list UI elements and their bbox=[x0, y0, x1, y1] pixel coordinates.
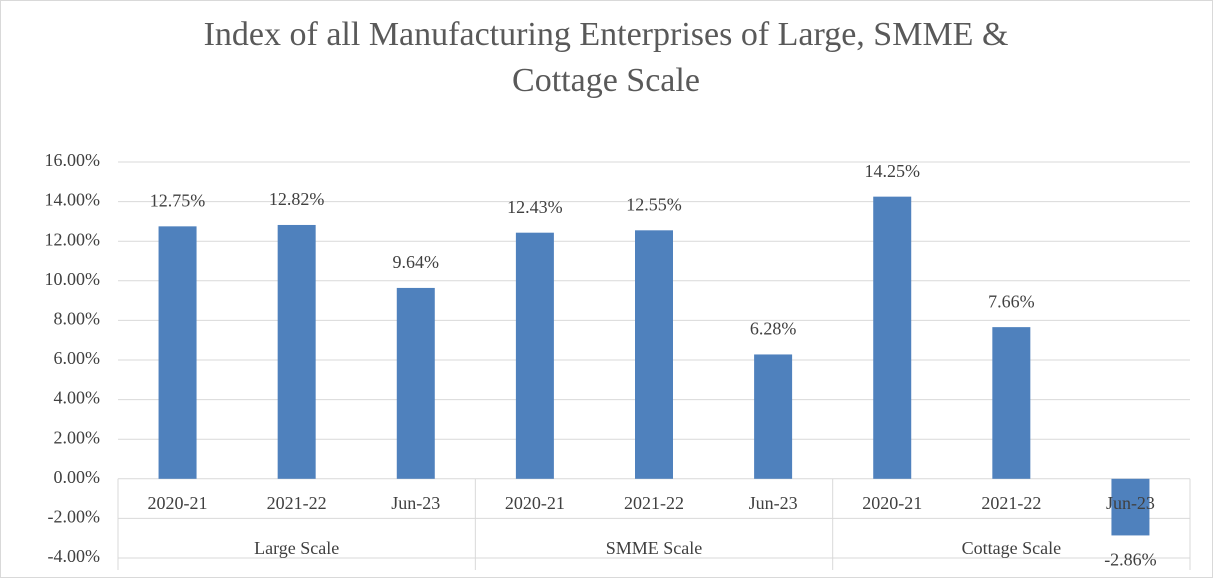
x-tick-label: 2020-21 bbox=[148, 493, 208, 513]
data-label: -2.86% bbox=[1104, 550, 1157, 570]
y-tick-label: 12.00% bbox=[45, 229, 101, 249]
bar bbox=[754, 354, 793, 479]
y-tick-label: 0.00% bbox=[54, 467, 101, 487]
data-label: 6.28% bbox=[750, 319, 797, 339]
group-label: SMME Scale bbox=[606, 538, 703, 558]
data-label: 12.82% bbox=[269, 189, 325, 209]
bar bbox=[992, 327, 1031, 479]
bar bbox=[515, 232, 554, 479]
group-label: Cottage Scale bbox=[962, 538, 1061, 558]
data-label: 12.43% bbox=[507, 197, 563, 217]
y-tick-label: 10.00% bbox=[45, 269, 101, 289]
data-label: 9.64% bbox=[393, 252, 440, 272]
y-tick-label: -4.00% bbox=[48, 546, 101, 566]
y-tick-label: 14.00% bbox=[45, 190, 101, 210]
bar bbox=[396, 287, 435, 479]
x-tick-label: Jun-23 bbox=[749, 493, 798, 513]
chart-title: Index of all Manufacturing Enterprises o… bbox=[203, 16, 1009, 99]
data-label: 12.55% bbox=[626, 194, 682, 214]
y-tick-label: 4.00% bbox=[54, 388, 101, 408]
bar bbox=[873, 196, 912, 479]
data-label: 14.25% bbox=[864, 161, 920, 181]
x-tick-label: 2021-22 bbox=[981, 493, 1041, 513]
data-label: 7.66% bbox=[988, 291, 1035, 311]
bar bbox=[1111, 478, 1150, 536]
x-tick-label: Jun-23 bbox=[1106, 493, 1155, 513]
x-tick-label: Jun-23 bbox=[391, 493, 440, 513]
x-tick-label: 2021-22 bbox=[267, 493, 327, 513]
group-label: Large Scale bbox=[254, 538, 339, 558]
bar bbox=[158, 226, 197, 479]
x-tick-label: 2020-21 bbox=[505, 493, 565, 513]
y-tick-label: -2.00% bbox=[48, 507, 101, 527]
y-tick-label: 8.00% bbox=[54, 309, 101, 329]
x-tick-label: 2021-22 bbox=[624, 493, 684, 513]
y-tick-label: 6.00% bbox=[54, 348, 101, 368]
x-tick-label: 2020-21 bbox=[862, 493, 922, 513]
bar bbox=[635, 230, 673, 479]
data-label: 12.75% bbox=[150, 190, 206, 210]
bar bbox=[277, 224, 316, 479]
y-tick-label: 2.00% bbox=[54, 427, 101, 447]
y-tick-label: 16.00% bbox=[45, 150, 101, 170]
